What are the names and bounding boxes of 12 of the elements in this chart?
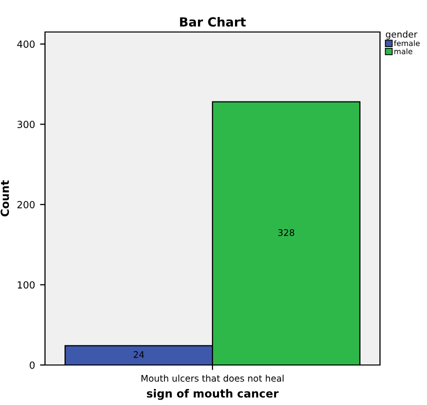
- y-axis-title: Count: [0, 180, 10, 216]
- x-tick-label: Mouth ulcers that does not heal: [142, 374, 284, 382]
- data-label: 328: [278, 229, 294, 236]
- legend-title: gender: [386, 30, 418, 40]
- chart-title: Bar Chart: [180, 16, 246, 27]
- y-tick-label: 200: [17, 200, 35, 208]
- y-tick-label: 400: [17, 40, 35, 48]
- x-axis-title: sign of mouth cancer: [146, 389, 279, 400]
- y-tick-label: 100: [18, 281, 35, 289]
- data-label: 24: [134, 351, 144, 358]
- y-tick-label: 300: [17, 120, 35, 128]
- y-tick-label: 0: [30, 361, 35, 369]
